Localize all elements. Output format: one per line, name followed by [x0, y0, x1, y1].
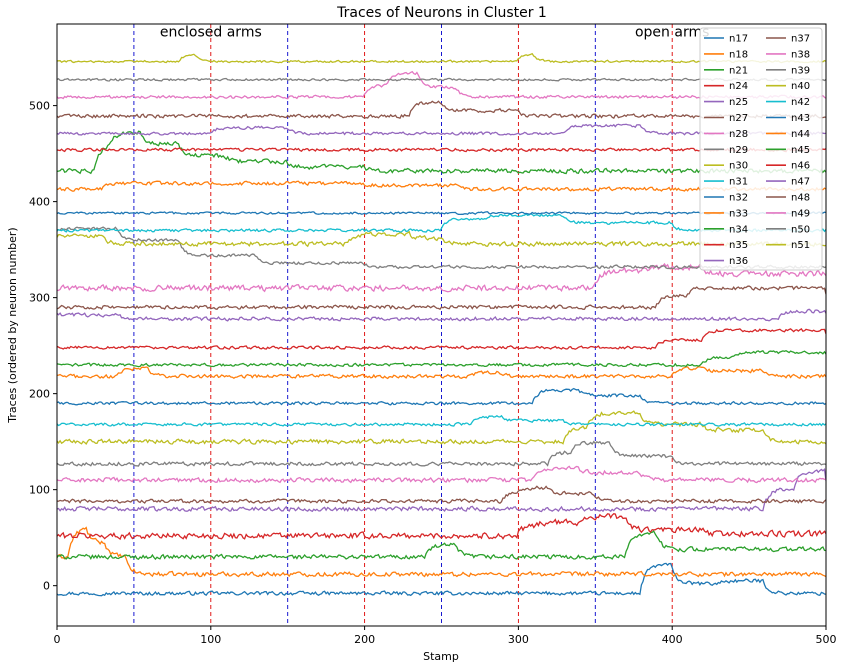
- legend-label: n50: [791, 224, 810, 235]
- x-axis-label: Stamp: [423, 650, 459, 663]
- legend-label: n28: [729, 129, 748, 140]
- legend-label: n47: [791, 177, 810, 188]
- trace-lines: [57, 52, 826, 597]
- x-tick-label: 200: [354, 633, 375, 646]
- y-axis-label: Traces (ordered by neuron number): [6, 227, 19, 423]
- trace-n24: [57, 512, 826, 541]
- trace-n32: [57, 387, 826, 406]
- legend-label: n21: [729, 65, 748, 76]
- y-tick-label: 400: [29, 196, 50, 209]
- legend-label: n32: [729, 193, 748, 204]
- trace-n35: [57, 328, 826, 350]
- x-tick-label: 300: [508, 633, 529, 646]
- legend-label: n43: [791, 113, 810, 124]
- y-tick-label: 300: [29, 292, 50, 305]
- legend-label: n30: [729, 161, 748, 172]
- trace-n51: [57, 52, 826, 64]
- legend: n17 n18 n21 n24 n25 n27 n28 n29 n30 n31 n32 n33 n34 n…: [699, 27, 823, 271]
- legend-label: n31: [729, 177, 748, 188]
- legend-label: n38: [791, 49, 810, 60]
- x-tick-label: 100: [200, 633, 221, 646]
- trace-n29: [57, 440, 826, 467]
- trace-n48: [57, 100, 826, 120]
- trace-n37: [57, 285, 826, 311]
- legend-label: n49: [791, 208, 810, 219]
- y-tick-label: 200: [29, 388, 50, 401]
- trace-n30: [57, 410, 826, 445]
- legend-label: n37: [791, 34, 810, 45]
- legend-label: n33: [729, 208, 748, 219]
- annotation-label: open arms: [635, 25, 709, 41]
- y-tick-label: 100: [29, 484, 50, 497]
- x-axis: 0 100 200 300 400 500: [54, 626, 837, 646]
- legend-label: n45: [791, 145, 810, 156]
- trace-n28: [57, 465, 826, 484]
- legend-label: n51: [791, 240, 810, 251]
- trace-n18: [57, 526, 826, 578]
- trace-n42: [57, 212, 826, 233]
- trace-n36: [57, 308, 826, 322]
- trace-n31: [57, 414, 826, 427]
- legend-label: n17: [729, 34, 748, 45]
- trace-n49: [57, 70, 826, 100]
- trace-n27: [57, 485, 826, 504]
- trace-n25: [57, 467, 826, 513]
- chart-title: Traces of Neurons in Cluster 1: [336, 5, 547, 21]
- x-tick-label: 500: [816, 633, 837, 646]
- legend-label: n34: [729, 224, 748, 235]
- y-tick-label: 0: [43, 580, 50, 593]
- legend-label: n18: [729, 49, 748, 60]
- legend-label: n29: [729, 145, 748, 156]
- legend-box: [699, 27, 823, 271]
- trace-n39: [57, 226, 826, 270]
- trace-n33: [57, 366, 826, 380]
- legend-label: n46: [791, 161, 810, 172]
- trace-n40: [57, 230, 826, 248]
- y-axis: 0 100 200 300 400 500: [29, 100, 57, 593]
- trace-n50: [57, 77, 826, 82]
- legend-label: n44: [791, 129, 810, 140]
- legend-label: n35: [729, 240, 748, 251]
- trace-n34: [57, 349, 826, 368]
- trace-n43: [57, 211, 826, 216]
- y-tick-label: 500: [29, 100, 50, 113]
- trace-n17: [57, 562, 826, 597]
- trace-n46: [57, 147, 826, 153]
- legend-label: n36: [729, 256, 748, 267]
- x-tick-label: 0: [54, 633, 61, 646]
- trace-n44: [57, 180, 826, 192]
- trace-n47: [57, 123, 826, 136]
- x-tick-label: 400: [662, 633, 683, 646]
- legend-label: n25: [729, 97, 748, 108]
- annotation-label: enclosed arms: [160, 25, 262, 41]
- trace-n45: [57, 130, 826, 175]
- legend-label: n48: [791, 193, 810, 204]
- plot-area-frame: [56, 23, 827, 627]
- legend-label: n42: [791, 97, 810, 108]
- legend-label: n24: [729, 81, 748, 92]
- legend-label: n39: [791, 65, 810, 76]
- legend-label: n40: [791, 81, 810, 92]
- trace-n21: [57, 530, 826, 561]
- legend-label: n27: [729, 113, 748, 124]
- annotations: enclosed arms open arms: [160, 25, 710, 41]
